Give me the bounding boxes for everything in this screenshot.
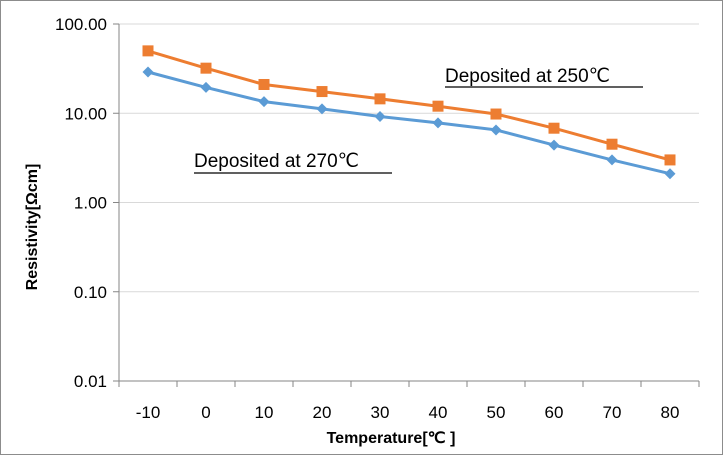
data-point-s0-6 — [490, 108, 502, 120]
data-point-s0-1 — [200, 62, 212, 74]
x-tick-label-4: 30 — [371, 403, 390, 422]
y-tick-label-3: 10.00 — [64, 104, 107, 123]
data-point-s1-1 — [200, 81, 212, 93]
y-tick-label-0: 0.01 — [74, 372, 107, 391]
x-tick-label-8: 70 — [603, 403, 622, 422]
x-tick-label-6: 50 — [487, 403, 506, 422]
data-point-s0-9 — [664, 154, 676, 166]
y-tick-label-2: 1.00 — [74, 194, 107, 213]
grid-layer — [119, 23, 699, 293]
data-point-s1-4 — [374, 110, 386, 122]
axis-layer — [113, 23, 700, 387]
x-tick-label-0: -10 — [136, 403, 161, 422]
x-tick-label-2: 10 — [255, 403, 274, 422]
data-point-s1-3 — [316, 103, 328, 115]
data-point-s0-0 — [142, 45, 154, 57]
series-layer — [142, 45, 676, 180]
x-tick-label-9: 80 — [661, 403, 680, 422]
series-line-1 — [147, 70, 671, 176]
tick-label-layer: 0.01 0.10 1.00 10.00 100.00 -10 0 10 20 30 40 50 60 7… — [55, 15, 679, 422]
data-point-s1-9 — [664, 168, 676, 180]
x-tick-label-5: 40 — [429, 403, 448, 422]
series-line-0 — [147, 49, 671, 162]
y-axis-title: Resistivity[Ωcm] — [24, 164, 41, 291]
y-tick-label-1: 0.10 — [74, 283, 107, 302]
x-axis-title: Temperature[℃ ] — [327, 430, 456, 447]
y-tick-label-4: 100.00 — [55, 15, 107, 34]
data-point-s0-4 — [374, 93, 386, 105]
data-point-s0-5 — [432, 100, 444, 112]
data-point-s0-3 — [316, 86, 328, 98]
x-tick-label-7: 60 — [545, 403, 564, 422]
data-point-s0-8 — [606, 138, 618, 150]
annotation-270: Deposited at 270℃ — [194, 151, 359, 172]
x-tick-label-3: 20 — [313, 403, 332, 422]
data-point-s1-6 — [490, 124, 502, 136]
data-point-s1-5 — [432, 117, 444, 129]
data-point-s1-7 — [548, 139, 560, 151]
annotation-250: Deposited at 250℃ — [445, 66, 610, 87]
data-point-s1-0 — [142, 66, 154, 78]
data-point-s1-8 — [606, 154, 618, 166]
data-point-s1-2 — [258, 96, 270, 108]
data-point-s0-7 — [548, 122, 560, 134]
x-tick-label-1: 0 — [201, 403, 210, 422]
data-point-s0-2 — [258, 78, 270, 90]
